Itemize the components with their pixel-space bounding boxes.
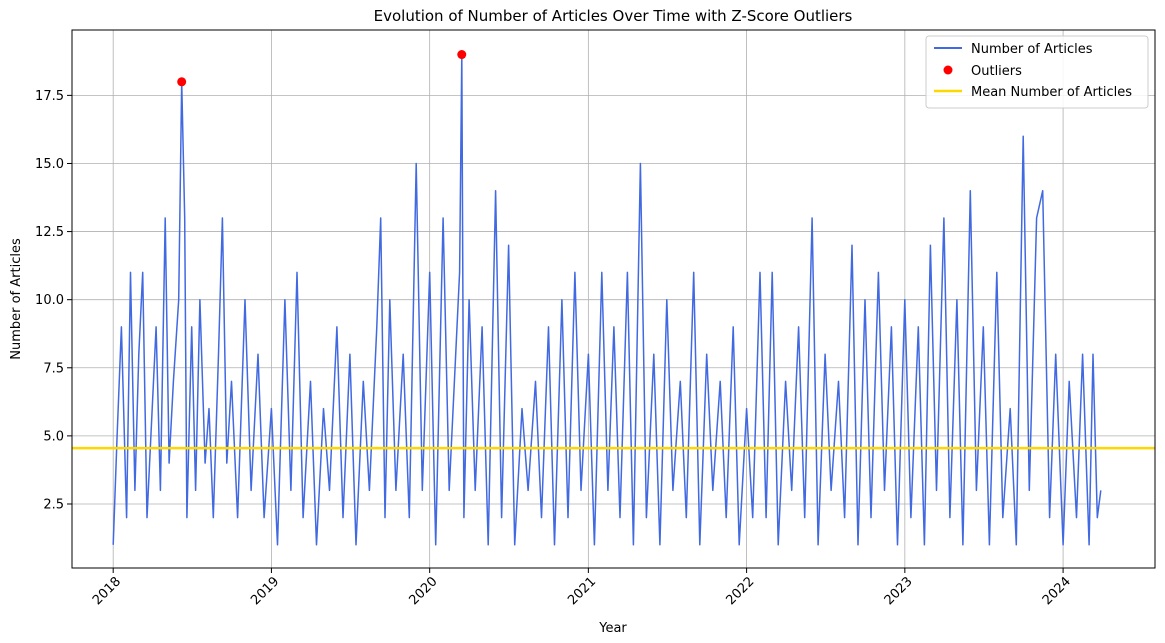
legend-label-mean: Mean Number of Articles <box>971 85 1132 100</box>
legend-label-articles: Number of Articles <box>971 42 1093 57</box>
y-tick-label: 2.5 <box>43 497 64 512</box>
x-axis-label: Year <box>598 621 627 636</box>
y-tick-label: 7.5 <box>43 361 64 376</box>
legend-box <box>925 35 1149 109</box>
chart-title: Evolution of Number of Articles Over Tim… <box>374 7 853 25</box>
y-tick-label: 17.5 <box>35 89 64 104</box>
y-axis-label: Number of Articles <box>9 238 24 360</box>
legend: Number of Articles Outliers Mean Number … <box>925 35 1149 109</box>
series-layer <box>72 50 1155 546</box>
y-tick-label: 12.5 <box>35 225 64 240</box>
legend-dot-swatch <box>943 65 953 75</box>
y-tick-label: 10.0 <box>35 293 64 308</box>
y-tick-label: 15.0 <box>35 157 64 172</box>
plot-frame <box>71 29 1156 569</box>
y-tick-label: 5.0 <box>43 429 64 444</box>
outlier-point <box>457 50 467 60</box>
series-line-articles <box>112 53 1102 546</box>
outlier-point <box>177 77 187 87</box>
legend-label-outliers: Outliers <box>971 64 1022 79</box>
y-axis-ticks: 2.5 5.0 7.5 10.0 12.5 15.0 17.5 <box>35 89 72 512</box>
